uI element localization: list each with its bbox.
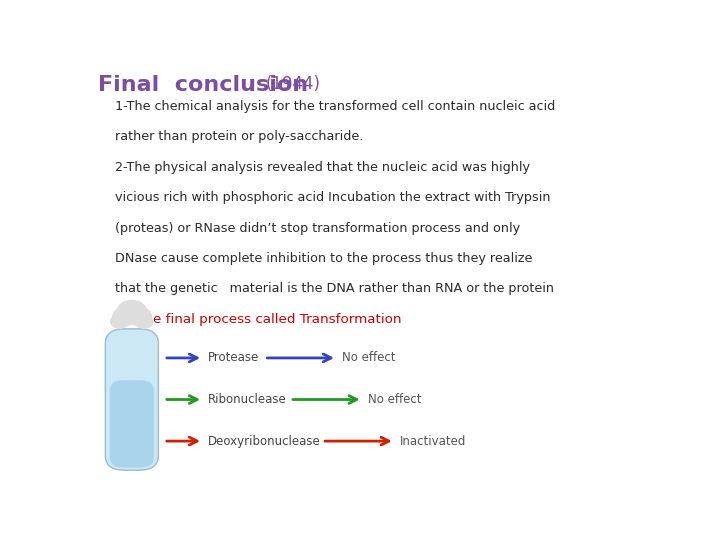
- Text: 3-: 3-: [115, 313, 132, 326]
- Text: Protease: Protease: [207, 352, 258, 365]
- Text: Ribonuclease: Ribonuclease: [207, 393, 287, 406]
- Text: Final  conclusion: Final conclusion: [99, 75, 308, 95]
- FancyBboxPatch shape: [110, 380, 154, 468]
- Text: The final process called Transformation: The final process called Transformation: [136, 313, 402, 326]
- Circle shape: [127, 307, 151, 326]
- Text: 1-The chemical analysis for the transformed cell contain nucleic acid: 1-The chemical analysis for the transfor…: [115, 100, 555, 113]
- Text: DNase cause complete inhibition to the process thus they realize: DNase cause complete inhibition to the p…: [115, 252, 533, 265]
- Text: Deoxyribonuclease: Deoxyribonuclease: [207, 435, 320, 448]
- Text: Inactivated: Inactivated: [400, 435, 467, 448]
- Circle shape: [117, 301, 146, 322]
- Text: No effect: No effect: [368, 393, 422, 406]
- Text: that the genetic   material is the DNA rather than RNA or the protein: that the genetic material is the DNA rat…: [115, 282, 554, 295]
- Circle shape: [113, 307, 138, 326]
- Text: (1944): (1944): [266, 75, 321, 93]
- FancyBboxPatch shape: [105, 329, 158, 470]
- Text: rather than protein or poly-saccharide.: rather than protein or poly-saccharide.: [115, 131, 364, 144]
- Circle shape: [135, 315, 153, 328]
- Text: vicious rich with phosphoric acid Incubation the extract with Trypsin: vicious rich with phosphoric acid Incuba…: [115, 191, 551, 204]
- Circle shape: [111, 315, 128, 328]
- Text: (proteas) or RNase didn’t stop transformation process and only: (proteas) or RNase didn’t stop transform…: [115, 221, 521, 234]
- Text: No effect: No effect: [343, 352, 396, 365]
- Text: 2-The physical analysis revealed that the nucleic acid was highly: 2-The physical analysis revealed that th…: [115, 161, 530, 174]
